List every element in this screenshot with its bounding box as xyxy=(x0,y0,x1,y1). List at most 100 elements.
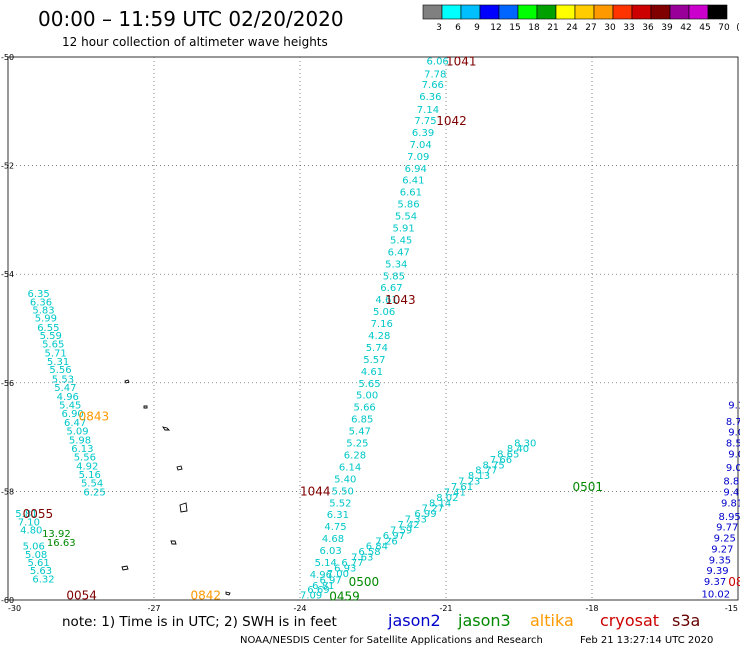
swh-value-label: 7.75 xyxy=(414,116,436,127)
swh-value-label: 8.81 xyxy=(723,477,740,488)
swh-value-label: 5.54 xyxy=(81,479,103,490)
x-tick-label: -27 xyxy=(147,604,160,613)
legend-label: 33 xyxy=(623,23,634,33)
swh-value-label: 4.96 xyxy=(57,392,79,403)
land-outlines xyxy=(121,379,231,596)
swh-value-label: 9.07 xyxy=(726,463,740,474)
swh-value-label: 5.54 xyxy=(395,212,417,223)
swh-value-label: 6.39 xyxy=(412,128,434,139)
y-tick-label: -60 xyxy=(1,596,14,605)
legend-label: (ft) xyxy=(736,23,740,33)
pass-time-label: 0459 xyxy=(329,590,360,604)
swh-value-label: 5.65 xyxy=(42,340,64,351)
swh-value-label: 9.39 xyxy=(706,566,728,577)
swh-value-label: 7.27 xyxy=(422,504,444,515)
swh-value-label: 5.71 xyxy=(45,348,67,359)
y-tick-label: -56 xyxy=(1,379,14,388)
legend-label: 9 xyxy=(474,23,480,33)
swh-value-label: 6.81 xyxy=(312,581,334,592)
y-tick-label: -52 xyxy=(1,162,14,171)
swh-value-label: 8.02 xyxy=(436,493,458,504)
legend-label: 24 xyxy=(566,23,578,33)
swh-value-label: 8.40 xyxy=(507,444,529,455)
pass-time-label: 08 xyxy=(728,575,740,589)
swh-value-label: 6.35 xyxy=(27,289,49,300)
swh-value-label: 6.97 xyxy=(319,575,341,586)
swh-value-label: 5.74 xyxy=(366,343,388,354)
swh-value-label: 7.61 xyxy=(451,482,473,493)
swh-value-label: 4.75 xyxy=(324,522,346,533)
swh-value-label: 5.06 xyxy=(373,307,395,318)
footer-note: note: 1) Time is in UTC; 2) SWH is in fe… xyxy=(62,614,337,630)
swh-value-label: 4.80 xyxy=(20,525,42,536)
swh-value-label: 6.94 xyxy=(405,164,427,175)
chart-title: 00:00 – 11:59 UTC 02/20/2020 xyxy=(38,7,344,31)
pass-time-label: 0843 xyxy=(79,409,110,423)
swh-value-label: 5.47 xyxy=(349,427,371,438)
island-outline xyxy=(143,405,148,409)
swh-value-label: 5.59 xyxy=(40,331,62,342)
swh-value-label: 5.45 xyxy=(59,401,81,412)
legend-label: 15 xyxy=(509,23,520,33)
swh-value-label: 5.83 xyxy=(32,305,54,316)
swh-value-label: 4.28 xyxy=(368,331,390,342)
legend-color-swatch xyxy=(517,4,538,20)
satellite-legend-jason2: jason2 xyxy=(387,611,441,630)
pass-time-label: 0501 xyxy=(573,480,604,494)
swh-value-label: 6.47 xyxy=(388,247,410,258)
swh-value-label: 6.36 xyxy=(419,92,441,103)
swh-value-label: 5.98 xyxy=(69,435,91,446)
x-tick-label: -21 xyxy=(439,604,452,613)
footer-timestamp: Feb 21 13:27:14 UTC 2020 xyxy=(580,635,713,646)
legend-color-swatch xyxy=(555,4,576,20)
legend-label: 36 xyxy=(642,23,654,33)
swh-value-label: 6.36 xyxy=(30,297,52,308)
island-outline xyxy=(124,379,130,384)
swh-value-label: 9.81 xyxy=(721,498,740,509)
swh-value-label: 7.09 xyxy=(300,591,322,602)
legend-color-swatch xyxy=(650,4,671,20)
swh-value-label: 6.84 xyxy=(366,542,388,553)
swh-value-label: 9.25 xyxy=(714,534,736,545)
swh-value-label: 5.40 xyxy=(334,474,356,485)
swh-value-label: 7.42 xyxy=(397,520,419,531)
legend-label: 6 xyxy=(455,23,461,33)
legend-label: 45 xyxy=(699,23,710,33)
island-outline xyxy=(161,426,171,431)
pass-time-label: 0500 xyxy=(349,575,380,589)
swh-value-label: 6.99 xyxy=(414,509,436,520)
swh-value-label: 8.65 xyxy=(497,449,519,460)
legend-color-swatch xyxy=(574,4,595,20)
swh-value-label: 6.85 xyxy=(351,415,373,426)
grid-lines xyxy=(8,57,738,600)
legend-color-swatch xyxy=(441,4,462,20)
legend-color-swatch xyxy=(593,4,614,20)
legend-label: 12 xyxy=(490,23,501,33)
legend-label: 30 xyxy=(604,23,616,33)
x-tick-label: -15 xyxy=(725,604,738,613)
swh-value-label: 8.13 xyxy=(468,471,490,482)
swh-value-label: 6.31 xyxy=(327,510,349,521)
legend-color-swatch xyxy=(707,4,728,20)
swh-value-label: 9.35 xyxy=(709,555,731,566)
chart-subtitle: 12 hour collection of altimeter wave hei… xyxy=(62,35,328,49)
swh-value-label: 10.02 xyxy=(702,589,731,600)
swh-value-label: 6.67 xyxy=(380,283,402,294)
swh-value-label: 5.99 xyxy=(35,314,57,325)
swh-value-label: 8.75 xyxy=(483,460,505,471)
swh-value-label: 7.33 xyxy=(405,515,427,526)
legend-label: 27 xyxy=(585,23,596,33)
legend-color-swatch xyxy=(536,4,557,20)
legend-label: 70 xyxy=(718,23,730,33)
satellite-legend-cryosat: cryosat xyxy=(600,611,659,630)
swh-value-label: 6.14 xyxy=(339,462,361,473)
swh-value-label: 7.66 xyxy=(490,455,512,466)
swh-value-label: 4.61 xyxy=(375,295,397,306)
swh-value-label: 5.56 xyxy=(49,365,71,376)
swh-value-label: 4.96 xyxy=(310,570,332,581)
pass-time-label: 0054 xyxy=(66,589,97,603)
swh-value-label: 6.93 xyxy=(334,563,356,574)
swh-value-label: 6.25 xyxy=(83,487,105,498)
